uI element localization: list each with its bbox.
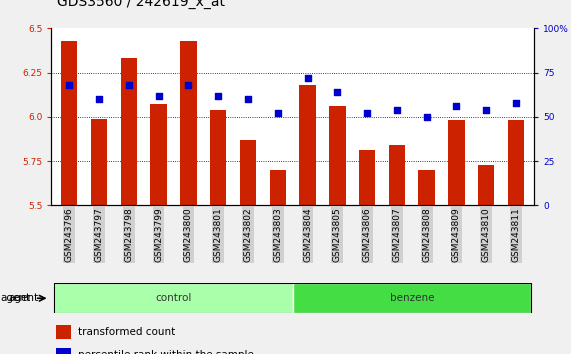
Point [452, 103, 461, 109]
Text: GSM243798: GSM243798 [124, 207, 133, 262]
Point [154, 93, 163, 98]
Point [94, 96, 103, 102]
Bar [210, 110, 226, 205]
Text: GSM243796: GSM243796 [65, 207, 74, 262]
Text: GSM243800: GSM243800 [184, 207, 193, 262]
Bar [419, 170, 435, 205]
Point [273, 110, 282, 116]
Point [184, 82, 193, 88]
Text: GSM243806: GSM243806 [363, 207, 372, 262]
Text: GSM243797: GSM243797 [95, 207, 103, 262]
Point [363, 110, 372, 116]
Bar [389, 145, 405, 205]
Bar [240, 140, 256, 205]
Bar [56, 348, 71, 354]
Point [124, 82, 134, 88]
Text: percentile rank within the sample: percentile rank within the sample [78, 350, 254, 354]
Point [303, 75, 312, 81]
Text: GDS3560 / 242619_x_at: GDS3560 / 242619_x_at [57, 0, 225, 9]
Text: GSM243808: GSM243808 [422, 207, 431, 262]
Text: agent: agent [1, 293, 31, 303]
Text: GSM243810: GSM243810 [482, 207, 490, 262]
Bar [329, 106, 345, 205]
Text: GSM243804: GSM243804 [303, 207, 312, 262]
Text: GSM243805: GSM243805 [333, 207, 342, 262]
Bar [91, 119, 107, 205]
Bar [54, 283, 292, 313]
Text: GSM243811: GSM243811 [512, 207, 521, 262]
Point [392, 107, 401, 113]
Text: GSM243801: GSM243801 [214, 207, 223, 262]
Point [214, 93, 223, 98]
Text: agent: agent [9, 293, 39, 303]
Bar [359, 150, 375, 205]
Text: control: control [155, 293, 192, 303]
Bar [180, 41, 196, 205]
Point [422, 114, 431, 120]
Text: benzene: benzene [389, 293, 434, 303]
Point [65, 82, 74, 88]
Text: GSM243807: GSM243807 [392, 207, 401, 262]
Point [333, 89, 342, 95]
Bar [56, 325, 71, 338]
Bar [270, 170, 286, 205]
Text: GSM243803: GSM243803 [274, 207, 282, 262]
Bar [299, 85, 316, 205]
Bar [448, 120, 465, 205]
Point [243, 96, 252, 102]
Point [482, 107, 491, 113]
Bar [508, 120, 524, 205]
Bar [293, 283, 531, 313]
Point [512, 100, 521, 105]
Text: GSM243802: GSM243802 [243, 207, 252, 262]
Text: GSM243809: GSM243809 [452, 207, 461, 262]
Text: GSM243799: GSM243799 [154, 207, 163, 262]
Bar [150, 104, 167, 205]
Bar [61, 41, 78, 205]
Bar [478, 165, 494, 205]
Text: transformed count: transformed count [78, 327, 175, 337]
Bar [120, 58, 137, 205]
